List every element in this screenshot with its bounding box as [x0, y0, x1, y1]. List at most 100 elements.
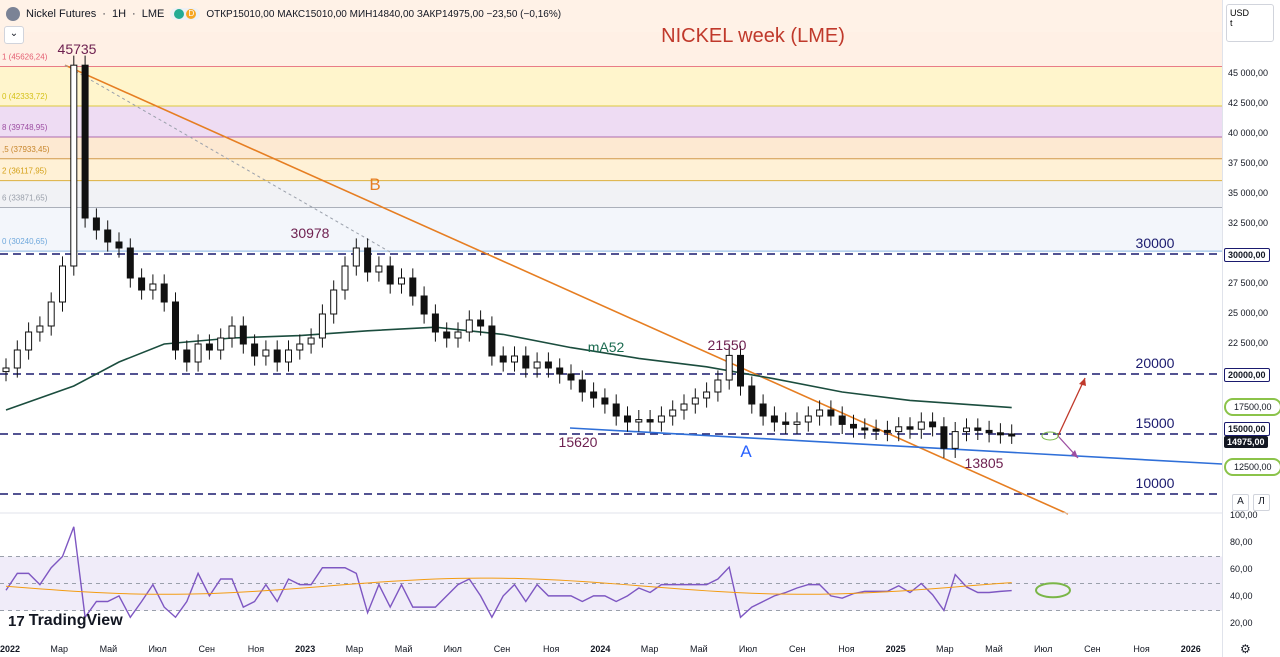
candle-body	[612, 403, 620, 417]
candle-body	[104, 229, 112, 243]
delayed-data-icon: D	[186, 9, 197, 19]
candle-body	[883, 429, 891, 433]
candle-body	[499, 355, 507, 363]
chart-title: NICKEL week (LME)	[661, 25, 845, 47]
candle-body	[838, 415, 846, 425]
candle-body	[782, 421, 790, 425]
symbol-name[interactable]: Nickel Futures	[26, 8, 97, 20]
candle-body	[92, 217, 100, 231]
candle-body	[770, 415, 778, 423]
time-tick-label: Мар	[935, 644, 954, 654]
annotation-b: B	[369, 175, 380, 194]
candle-body	[578, 379, 586, 393]
tradingview-logo[interactable]: 17 TradingView	[8, 612, 123, 630]
annotation-45735: 45735	[58, 41, 97, 57]
time-tick-label: Июл	[1034, 644, 1053, 654]
time-tick-label: Мар	[640, 644, 659, 654]
collapse-legend-button[interactable]: ⌄	[4, 26, 24, 44]
time-tick-label: 2026	[1180, 644, 1201, 654]
candle-body	[996, 432, 1004, 436]
candle-body	[454, 331, 462, 339]
level-label: 10000	[1136, 475, 1175, 491]
time-tick-label: Мар	[50, 644, 68, 654]
time-tick-label: Мар	[345, 644, 364, 654]
candle-body	[318, 313, 326, 339]
candle-body	[985, 429, 993, 434]
price-axis[interactable]	[1222, 0, 1280, 657]
tradingview-logo-text: TradingView	[28, 612, 123, 629]
candle-body	[172, 301, 179, 351]
time-tick-label: Май	[985, 644, 1003, 654]
tradingview-logo-icon: 17	[8, 612, 25, 630]
price-chart[interactable]: 1 (45626,24) 0 (42333,72) 8 (39748,95) ,5 (…	[0, 0, 1222, 657]
candle-body	[398, 277, 405, 285]
log-scale-button[interactable]: Л	[1253, 494, 1270, 511]
annotation-21550: 21550	[708, 337, 747, 353]
candle-body	[601, 397, 609, 405]
candle-body	[624, 415, 631, 423]
time-tick-label: 2023	[295, 644, 316, 654]
candle-body	[691, 397, 699, 405]
time-tick-label: Ноя	[838, 644, 855, 654]
candle-body	[70, 64, 78, 267]
gear-icon[interactable]: ⚙	[1240, 642, 1251, 656]
helper-line	[64, 64, 391, 253]
currency-code: USD	[1230, 8, 1250, 18]
symbol-icon	[6, 7, 20, 21]
fib-band	[0, 66, 1222, 107]
candle-body	[59, 265, 66, 303]
level-label: 20000	[1136, 355, 1175, 371]
candle-body	[680, 403, 688, 411]
timeframe[interactable]: 1H	[111, 8, 127, 20]
price-tick-label: 45 000,00	[1228, 68, 1269, 78]
candle-body	[330, 289, 338, 315]
auto-scale-button[interactable]: A	[1232, 494, 1249, 511]
candle-body	[431, 313, 439, 333]
candle-body	[759, 403, 767, 417]
candle-body	[296, 343, 304, 351]
price-badge: 12500,00	[1224, 458, 1280, 476]
price-tick-label: 35 000,00	[1228, 188, 1269, 198]
annotation-13805: 13805	[965, 455, 1004, 471]
candle-body	[465, 319, 473, 333]
price-badge: 20000,00	[1224, 368, 1270, 382]
time-tick-label: Июл	[738, 644, 758, 654]
price-tick-label: 42 500,00	[1228, 98, 1269, 108]
chart-area[interactable]: 1 (45626,24) 0 (42333,72) 8 (39748,95) ,5 (…	[0, 0, 1222, 657]
time-tick-label: Ноя	[247, 644, 265, 654]
candle-body	[228, 325, 236, 339]
candle-body	[544, 361, 552, 369]
candle-body	[556, 367, 564, 375]
candles	[2, 55, 1016, 458]
price-tick-label: 25 000,00	[1228, 308, 1269, 318]
candle-body	[352, 247, 360, 267]
price-tick-label: 40 000,00	[1228, 128, 1269, 138]
candle-body	[81, 64, 89, 219]
rsi-tick-label: 100,00	[1230, 510, 1258, 520]
fib-label: 0 (42333,72)	[2, 92, 48, 101]
candle-body	[115, 241, 123, 249]
time-axis[interactable]: 2022 Мар Май Июл Сен Ноя 2023 Мар Май Июл Сен Ноя 20…	[0, 641, 1222, 657]
fib-band	[0, 137, 1222, 159]
candle-body	[307, 337, 315, 345]
candle-body	[375, 265, 383, 273]
currency-selector[interactable]: USD t	[1226, 4, 1274, 42]
time-tick-label: Сен	[788, 644, 806, 654]
price-badge: 17500,00	[1224, 398, 1280, 416]
rsi-tick-label: 40,00	[1230, 591, 1253, 601]
candle-body	[2, 367, 10, 373]
price-tick-label: 32 500,00	[1228, 218, 1269, 228]
candle-body	[917, 421, 925, 430]
candle-body	[239, 325, 247, 345]
candle-body	[386, 265, 394, 285]
fib-band-top	[0, 0, 1222, 67]
rsi-tick-label: 80,00	[1230, 537, 1253, 547]
candle-body	[409, 277, 417, 297]
ohlc-values: ОТКР15010,00 МАКС15010,00 МИН14840,00 ЗА…	[206, 8, 562, 20]
candle-body	[533, 361, 541, 369]
candle-body	[341, 265, 349, 291]
market-status-badge[interactable]: D	[170, 8, 201, 20]
rsi-tick-label: 60,00	[1230, 564, 1253, 574]
candle-body	[861, 427, 869, 431]
candle-body	[36, 325, 44, 333]
